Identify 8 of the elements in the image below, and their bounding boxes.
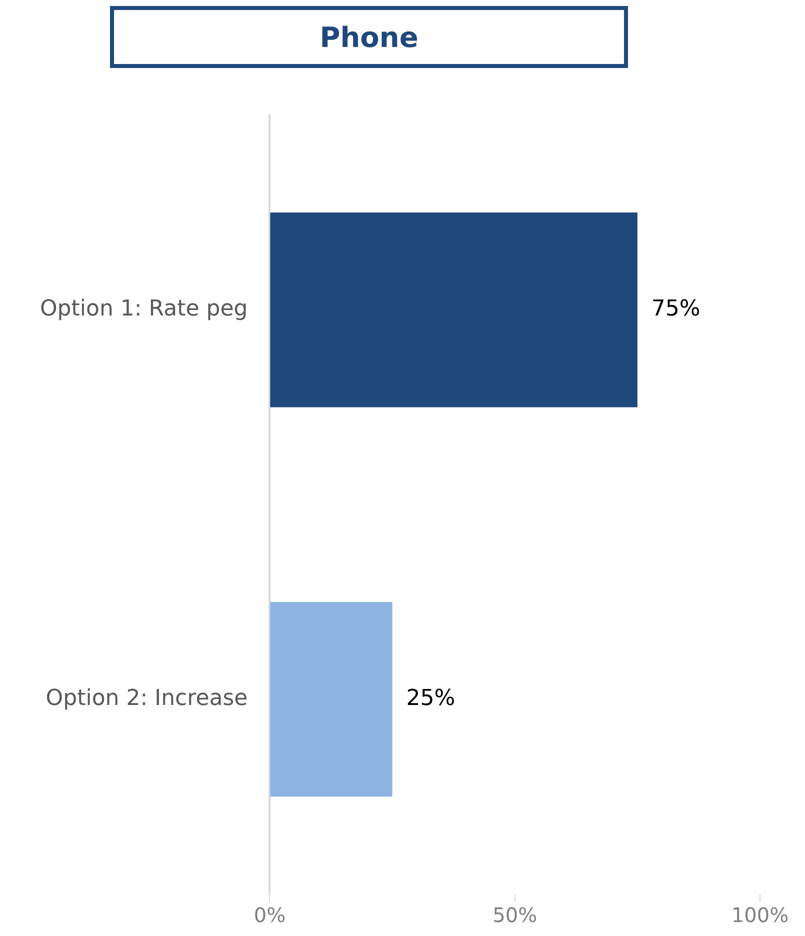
data-label: 25% xyxy=(406,686,456,712)
x-tick-label: 50% xyxy=(492,903,538,928)
chart-title: Phone xyxy=(110,6,628,68)
x-tick-label: 0% xyxy=(254,903,286,928)
x-tick-label: 100% xyxy=(731,903,789,928)
y-tick-label: Option 2: Increase xyxy=(46,686,248,712)
data-label: 75% xyxy=(651,296,700,322)
y-tick-label: Option 1: Rate peg xyxy=(40,296,248,322)
